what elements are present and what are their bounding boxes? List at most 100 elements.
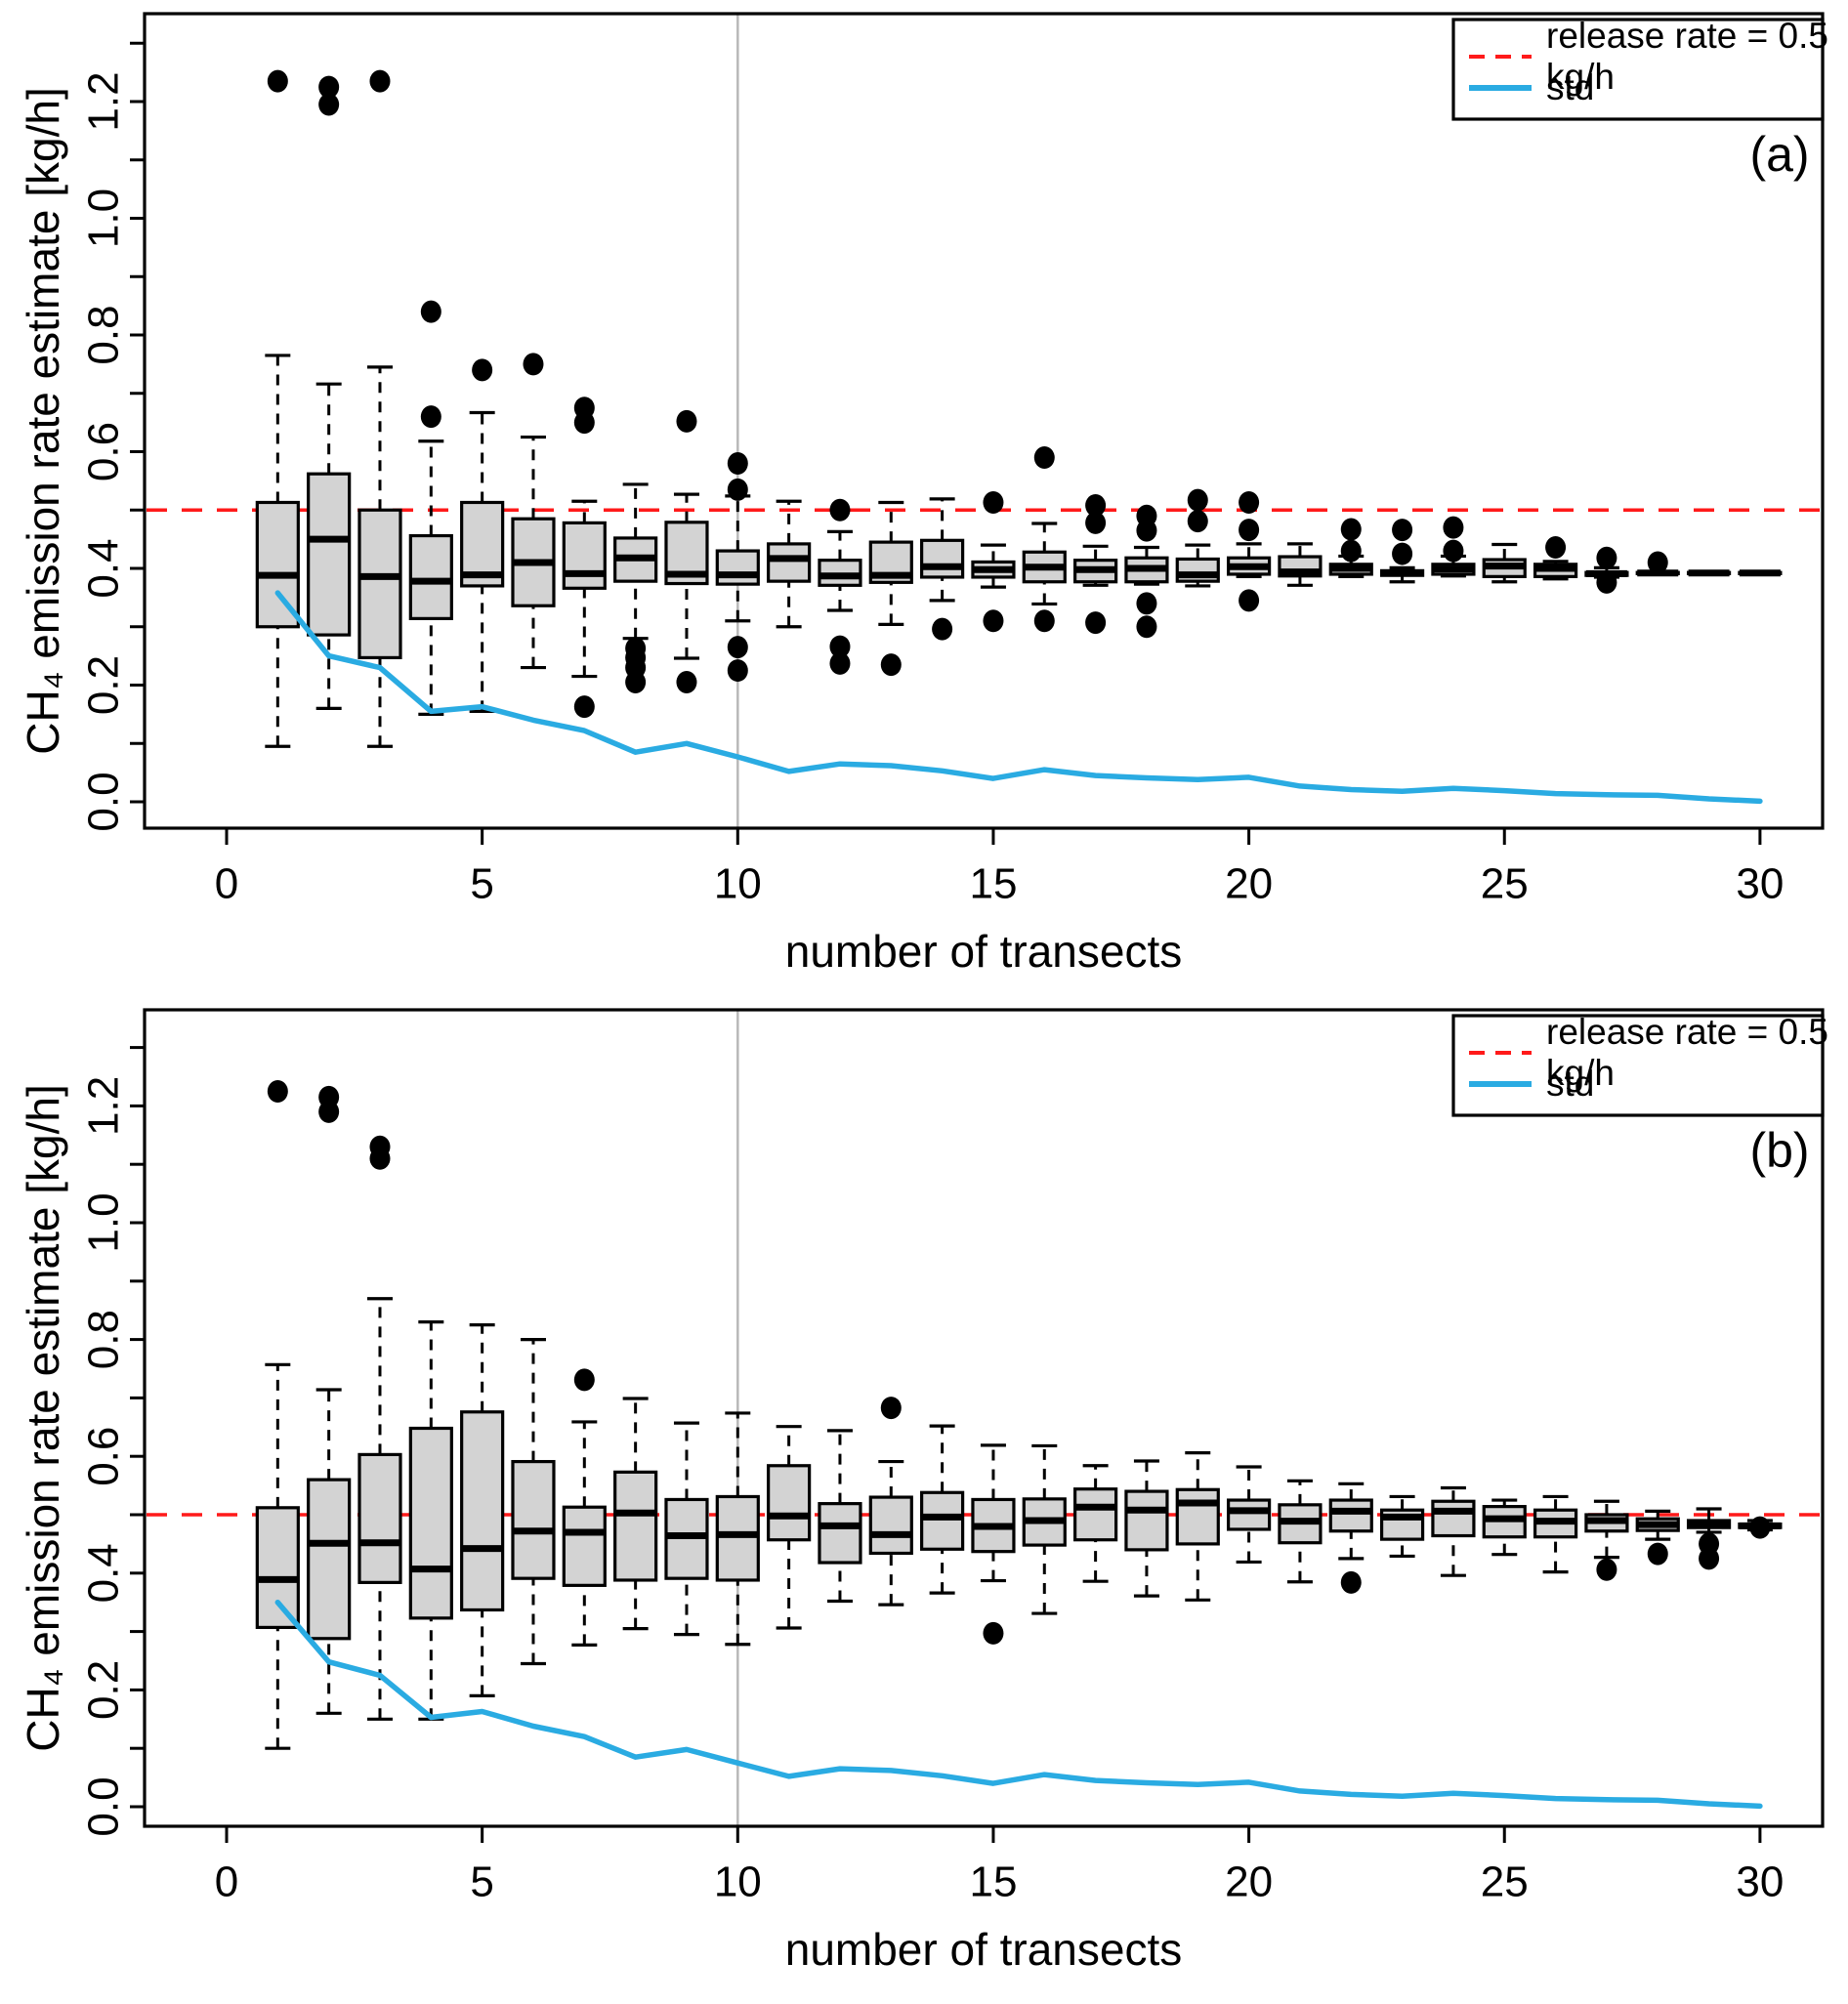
x-tick-label: 20 xyxy=(1225,1858,1273,1906)
iqr-box xyxy=(1124,1489,1169,1552)
x-tick-label: 5 xyxy=(470,860,493,908)
y-axis-label-b: CH₄ emission rate estimate [kg/h] xyxy=(18,1084,68,1752)
legend-label-release-rate-a: release rate = 0.5 kg/h xyxy=(1546,16,1828,97)
legend xyxy=(1451,18,1825,121)
outlier-point xyxy=(983,609,1004,633)
y-tick-label: 0.4 xyxy=(80,1543,128,1603)
outlier-point xyxy=(727,478,748,501)
boxplot-n4 xyxy=(408,300,453,716)
boxplot-n8 xyxy=(613,1397,658,1631)
outlier-point xyxy=(523,353,544,376)
outlier-point xyxy=(472,358,493,382)
outlier-point xyxy=(727,451,748,475)
boxplot-n25 xyxy=(1482,542,1527,584)
boxplot-n20 xyxy=(1226,490,1272,612)
x-tick-label: 15 xyxy=(969,860,1017,908)
x-axis-ticks: 0 5 10 15 20 25 30 xyxy=(215,1826,1784,1906)
iqr-box xyxy=(767,1464,812,1542)
boxplot-n15 xyxy=(971,1443,1016,1645)
outlier-point xyxy=(1443,516,1464,539)
y-tick-label: 1.2 xyxy=(80,1076,128,1136)
x-axis-label-b: number of transects xyxy=(784,1924,1183,1975)
outlier-point xyxy=(1136,504,1157,527)
outlier-point xyxy=(1647,551,1668,574)
boxplot-n14 xyxy=(920,1424,965,1595)
x-tick-label: 25 xyxy=(1481,1858,1529,1906)
y-axis-ticks: 0.0 0.2 0.4 0.6 0.8 1.0 1.2 xyxy=(80,41,145,832)
outlier-point xyxy=(1596,1558,1617,1581)
outlier-point xyxy=(1392,542,1413,565)
x-axis-ticks: 0 5 10 15 20 25 30 xyxy=(215,828,1784,908)
boxplot-n9 xyxy=(664,1421,709,1637)
boxplot-n11 xyxy=(767,1425,812,1630)
iqr-box xyxy=(818,1502,862,1565)
iqr-box xyxy=(868,1495,913,1556)
boxplot-n13 xyxy=(868,1397,913,1607)
boxplot-n7 xyxy=(562,397,607,719)
iqr-box xyxy=(1431,1499,1476,1538)
boxplot-n29 xyxy=(1686,1507,1732,1570)
outlier-point xyxy=(932,617,953,641)
boxplot-n10 xyxy=(715,1411,760,1647)
outlier-point xyxy=(727,636,748,659)
boxplot-n9 xyxy=(664,409,709,694)
outlier-point xyxy=(369,1135,391,1158)
x-tick-label: 5 xyxy=(470,1858,493,1906)
y-tick-label: 0.0 xyxy=(80,772,128,831)
iqr-box xyxy=(715,549,760,586)
iqr-box xyxy=(767,542,812,583)
y-tick-label: 1.0 xyxy=(80,188,128,248)
y-axis-label-a: CH₄ emission rate estimate [kg/h] xyxy=(18,87,68,755)
outlier-point xyxy=(420,300,441,323)
std-line xyxy=(274,590,1763,805)
y-tick-label: 0.8 xyxy=(80,1310,128,1369)
boxplot-n1 xyxy=(255,1079,300,1750)
boxplot-n20 xyxy=(1226,1465,1272,1565)
boxplot-n7 xyxy=(562,1368,607,1647)
outlier-point xyxy=(1239,519,1260,542)
legend xyxy=(1451,1014,1825,1117)
boxplot-n10 xyxy=(715,451,760,683)
x-axis-label-a: number of transects xyxy=(784,926,1183,977)
panel-letter-b: (b) xyxy=(1749,1123,1810,1178)
boxplot-n12 xyxy=(818,498,862,675)
boxplot-n14 xyxy=(920,497,965,641)
outlier-point xyxy=(1085,511,1107,534)
y-tick-label: 0.6 xyxy=(80,1427,128,1486)
boxplot-n21 xyxy=(1278,1479,1323,1584)
boxplot-n26 xyxy=(1533,535,1578,581)
outlier-point xyxy=(1699,1532,1720,1556)
boxplot-n8 xyxy=(613,482,658,694)
boxplot-n21 xyxy=(1278,542,1323,587)
boxplot-n19 xyxy=(1175,488,1220,588)
outlier-point xyxy=(1239,589,1260,612)
outlier-point xyxy=(267,69,288,93)
boxplot-n24 xyxy=(1431,516,1476,578)
boxplot-n24 xyxy=(1431,1485,1476,1577)
boxplot-n5 xyxy=(460,358,505,713)
y-tick-label: 0.8 xyxy=(80,305,128,364)
outlier-point xyxy=(983,1621,1004,1645)
outlier-point xyxy=(983,490,1004,514)
boxplot-n16 xyxy=(1022,1443,1067,1615)
boxplot-n18 xyxy=(1124,1459,1169,1598)
outlier-point xyxy=(829,651,851,675)
boxplot-n23 xyxy=(1379,1494,1425,1559)
outlier-point xyxy=(1085,493,1107,517)
x-tick-label: 10 xyxy=(714,1858,762,1906)
iqr-box xyxy=(357,508,402,660)
boxplot-n3 xyxy=(357,69,402,748)
outlier-point xyxy=(1136,592,1157,615)
x-tick-label: 0 xyxy=(215,1858,238,1906)
boxplot-n30 xyxy=(1738,569,1783,577)
outlier-point xyxy=(267,1079,288,1103)
outlier-point xyxy=(625,637,647,660)
outlier-point xyxy=(573,397,595,420)
boxplot-n6 xyxy=(511,1337,556,1666)
iqr-box xyxy=(1073,1487,1118,1542)
std-line xyxy=(274,1599,1763,1810)
outlier-point xyxy=(829,635,851,658)
x-tick-label: 30 xyxy=(1736,860,1784,908)
iqr-box xyxy=(307,1478,352,1641)
